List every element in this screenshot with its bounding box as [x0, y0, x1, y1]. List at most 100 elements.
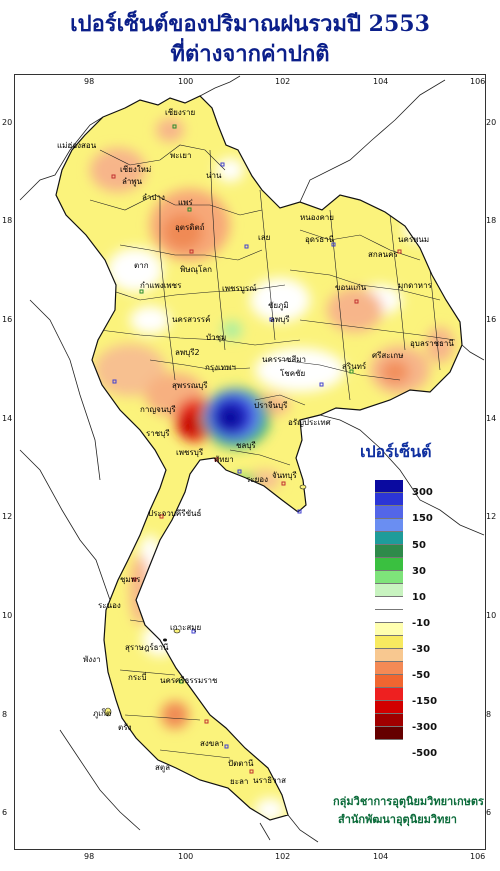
legend-label-minus-10: -10	[412, 618, 431, 629]
legend-label-50: 50	[412, 540, 426, 551]
label-chiang-rai: เชียงราย	[165, 108, 195, 117]
legend-swatch	[375, 493, 403, 506]
label-lopburi-2: ลพบุรี2	[175, 348, 200, 357]
rainfall-shading	[56, 96, 462, 820]
label-songkhla: สงขลา	[200, 739, 224, 748]
lat-tick-20-right: 20	[486, 118, 497, 127]
lat-tick-10-left: 10	[2, 611, 13, 620]
label-bua-chum: บัวชุม	[206, 333, 226, 342]
label-sakon-nakhon: สกลนคร	[368, 250, 398, 259]
legend-label-minus-30: -30	[412, 644, 431, 655]
label-nong-khai: หนองคาย	[300, 213, 334, 222]
koh-samui-island	[173, 628, 181, 634]
label-surat-thani: สุราษฎร์ธานี	[125, 642, 169, 652]
map-title-line-2: ที่ต่างจากค่าปกติ	[170, 41, 330, 67]
legend-label-minus-500: -500	[412, 748, 438, 759]
phuket-island	[104, 707, 112, 717]
legend-swatch	[375, 545, 403, 558]
label-lamphun: ลำพูน	[122, 177, 143, 187]
legend-label-30: 30	[412, 566, 426, 577]
legend-swatch	[375, 623, 403, 636]
label-suphan-buri: สุพรรณบุรี	[172, 381, 208, 390]
label-phitsanulok: พิษณุโลก	[180, 264, 212, 274]
label-nakhon-si-thammarat: นครศรีธรรมราช	[160, 676, 218, 685]
label-prachuap: ประจวบคีรีขันธ์	[148, 508, 202, 518]
label-phuket: ภูเก็ต	[93, 708, 111, 719]
lat-tick-6-left: 6	[2, 808, 8, 817]
lat-tick-8-left: 8	[2, 710, 8, 719]
label-prachinburi: ปราจีนบุรี	[254, 401, 288, 410]
lat-tick-14-left: 14	[2, 414, 13, 423]
legend-swatch	[375, 584, 403, 597]
lat-tick-12-left: 12	[2, 512, 13, 521]
legend-title: เปอร์เซ็นต์	[360, 442, 432, 461]
lon-tick-102-bottom: 102	[275, 852, 291, 861]
lon-tick-104-bottom: 104	[373, 852, 389, 861]
koh-phangan-island	[163, 638, 167, 642]
lon-tick-106-top: 106	[470, 77, 486, 86]
label-rayong: ระยอง	[246, 475, 268, 484]
label-phang-nga: พังงา	[83, 655, 101, 664]
label-satun: สตูล	[155, 763, 170, 773]
province-borders	[89, 144, 456, 759]
legend-swatch	[375, 714, 403, 727]
label-aranyaprathet: อรัญประเทศ	[288, 418, 331, 427]
label-tak: ตาก	[134, 261, 149, 270]
station-markers	[111, 124, 402, 774]
label-chanthaburi: จันทบุรี	[272, 471, 298, 480]
label-udon-thani: อุดรธานี	[305, 235, 335, 244]
neighbor-borders	[19, 75, 485, 843]
label-lopburi: ลพบุรี	[270, 315, 290, 324]
label-nakhon-ratchasima: นครราชสีมา	[262, 355, 306, 364]
legend-swatch	[375, 480, 403, 493]
label-surin: สุรินทร์	[342, 361, 367, 371]
label-koh-samui: เกาะสมุย	[170, 623, 201, 632]
label-pattaya: พัทยา	[214, 455, 234, 464]
label-khon-kaen: ขอนแก่น	[335, 283, 367, 292]
province-labels: เชียงราย แม่ฮ่องสอน เชียงใหม่ ลำพูน ลำปา…	[57, 108, 454, 786]
label-si-sa-ket: ศรีสะเกษ	[372, 351, 403, 360]
label-chaiyaphum: ชัยภูมิ	[268, 301, 289, 311]
legend-label-minus-50: -50	[412, 670, 431, 681]
label-yala: ยะลา	[230, 777, 248, 786]
lat-tick-6-right: 6	[486, 808, 492, 817]
label-phayao: พะเยา	[170, 151, 191, 160]
legend-swatch	[375, 636, 403, 649]
lat-tick-18-left: 18	[2, 216, 13, 225]
label-phrae: แพร่	[178, 198, 193, 207]
legend-color-bar	[375, 480, 403, 740]
label-loei: เลย	[258, 233, 270, 242]
lon-tick-100-bottom: 100	[178, 852, 194, 861]
legend-label-150: 150	[412, 513, 433, 524]
legend-swatch	[375, 558, 403, 571]
label-pattani: ปัตตานี	[228, 759, 254, 768]
label-ranong: ระนอง	[98, 601, 121, 610]
lat-tick-16-right: 16	[486, 315, 497, 324]
map-title-line-1: เปอร์เซ็นต์ของปริมาณฝนรวมปี 2553	[70, 11, 430, 37]
lat-tick-18-right: 18	[486, 216, 497, 225]
legend-label-300: 300	[412, 487, 433, 498]
label-phetchaburi: เพชรบุรี	[176, 448, 204, 457]
label-chumphon: ชุมพร	[120, 575, 141, 584]
legend-swatch	[375, 701, 403, 714]
label-ratchaburi: ราชบุรี	[146, 429, 170, 438]
legend-swatch	[375, 532, 403, 545]
label-nakhon-sawan: นครสวรรค์	[172, 314, 210, 324]
legend-swatch	[375, 506, 403, 519]
lat-tick-12-right: 12	[486, 512, 497, 521]
lat-tick-20-left: 20	[2, 118, 13, 127]
legend-swatch	[375, 675, 403, 688]
lat-tick-8-right: 8	[486, 710, 492, 719]
legend-swatch	[375, 727, 403, 740]
label-bangkok: กรุงเทพฯ	[205, 363, 236, 372]
lat-tick-10-right: 10	[486, 611, 497, 620]
label-ubon: อุบลราชธานี	[410, 339, 454, 348]
lat-tick-16-left: 16	[2, 315, 13, 324]
lat-tick-14-right: 14	[486, 414, 497, 423]
legend-swatch	[375, 662, 403, 675]
label-phetchabun: เพชรบูรณ์	[222, 283, 257, 294]
credit-line-2: สำนักพัฒนาอุตุนิยมวิทยา	[338, 813, 457, 826]
label-kamphaeng-phet: กำแพงเพชร	[140, 281, 182, 290]
label-nan: น่าน	[206, 171, 222, 180]
